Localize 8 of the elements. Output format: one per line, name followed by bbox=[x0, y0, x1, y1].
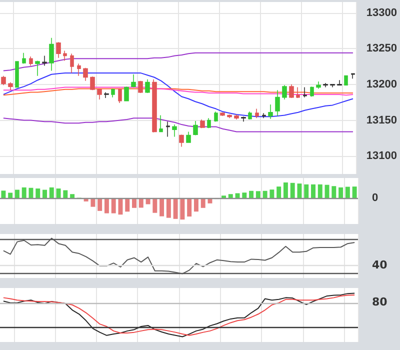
y-tick-label: 13300 bbox=[366, 6, 398, 19]
text: 80 bbox=[372, 295, 388, 308]
text: 40 bbox=[372, 258, 388, 272]
y-tick-label: 13100 bbox=[366, 150, 398, 162]
y-tick-label: 13150 bbox=[366, 114, 398, 126]
y-tick-label: 13250 bbox=[366, 42, 398, 55]
ref-line-label: 0 bbox=[372, 192, 378, 204]
y-tick-label: 13200 bbox=[366, 78, 398, 90]
